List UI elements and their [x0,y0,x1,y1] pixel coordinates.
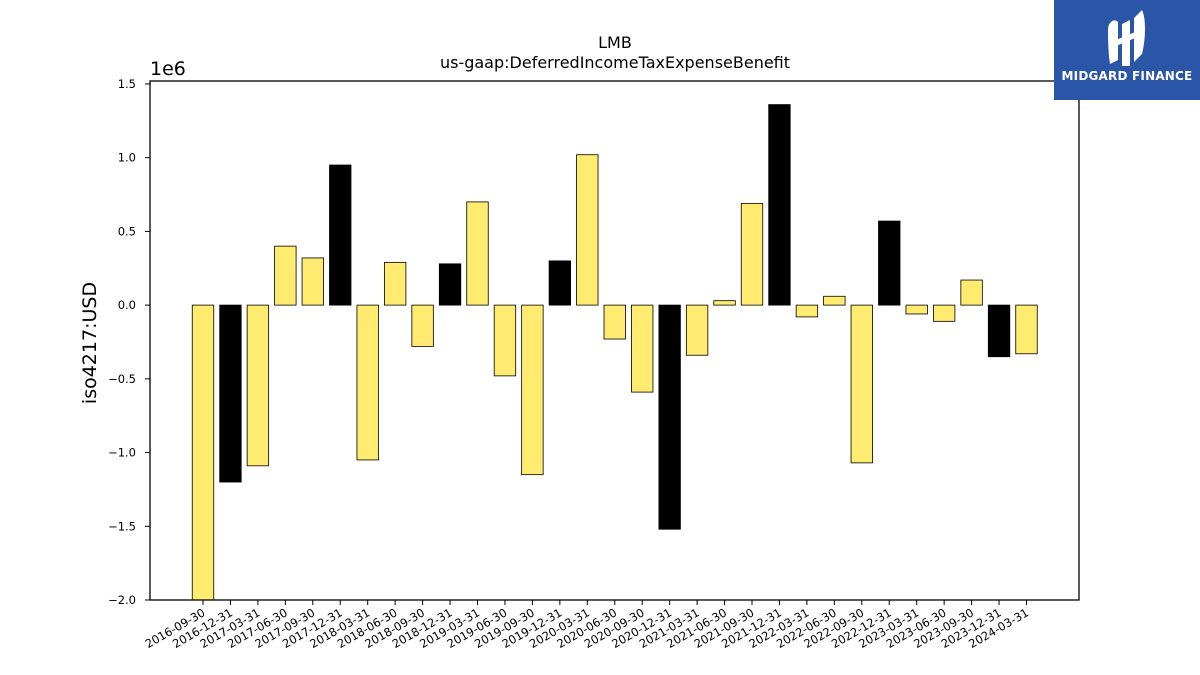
bar-2017-03-31 [246,304,270,467]
bar-2019-09-30 [521,304,544,476]
bar-2023-12-31 [987,304,1011,358]
y-tick-label: −1.0 [108,446,136,460]
bar-2018-09-30 [411,304,434,347]
bar-2019-12-31 [548,260,571,306]
bar-2017-09-30 [301,257,324,306]
bar-2019-03-31 [466,201,489,306]
y-tick-label: 1.5 [118,77,136,91]
bar-2018-03-31 [356,304,379,461]
bar-2022-06-30 [823,295,846,306]
bar-2019-06-30 [493,304,517,377]
bar-2020-06-30 [603,304,626,340]
y-tick-label: 1.0 [118,151,136,165]
bar-2021-12-31 [768,104,791,306]
bar-2018-12-31 [438,263,462,306]
bar-2021-03-31 [685,304,709,356]
y-axis-label: iso4217:USD [79,282,101,404]
bar-2022-12-31 [878,220,901,306]
bar-2017-06-30 [274,245,297,306]
bar-2020-12-31 [658,304,681,530]
brand-name: MIDGARD FINANCE [1061,69,1193,83]
bar-2017-12-31 [329,164,352,306]
bar-2024-03-31 [1015,304,1038,355]
y-tick-label: −2.0 [108,593,136,607]
bar-2023-03-31 [905,304,928,315]
bar-2016-09-30 [191,304,215,601]
bar-2021-06-30 [713,300,736,306]
bar-2022-09-30 [850,304,873,464]
chart-title: LMB [598,33,632,52]
y-offset-label: 1e6 [150,58,186,80]
bars-group [191,104,1038,601]
bar-2023-06-30 [933,304,956,322]
bar-2020-03-31 [576,154,599,306]
bar-2023-09-30 [960,279,983,306]
bar-2022-03-31 [795,304,819,318]
y-ticks-group: 1.5 1.0 0.5 0.0 −0.5 −1.0 −1.5 −2.0 [108,77,150,607]
y-tick-label: 0.0 [118,298,136,312]
midgard-logo-icon [1108,10,1145,66]
chart-subtitle: us-gaap:DeferredIncomeTaxExpenseBenefit [440,53,790,72]
y-tick-label: 0.5 [118,224,136,238]
brand-logo: MIDGARD FINANCE [1054,0,1200,100]
y-tick-label: −1.5 [108,519,136,533]
bar-2016-12-31 [219,304,242,483]
bar-2018-06-30 [383,261,407,306]
x-ticks-group: 2016-09-302016-12-312017-03-312017-06-30… [143,600,1031,651]
plot-frame [149,80,1080,601]
bar-2021-09-30 [740,202,764,306]
bar-2020-09-30 [631,304,654,393]
y-tick-label: −0.5 [108,372,136,386]
